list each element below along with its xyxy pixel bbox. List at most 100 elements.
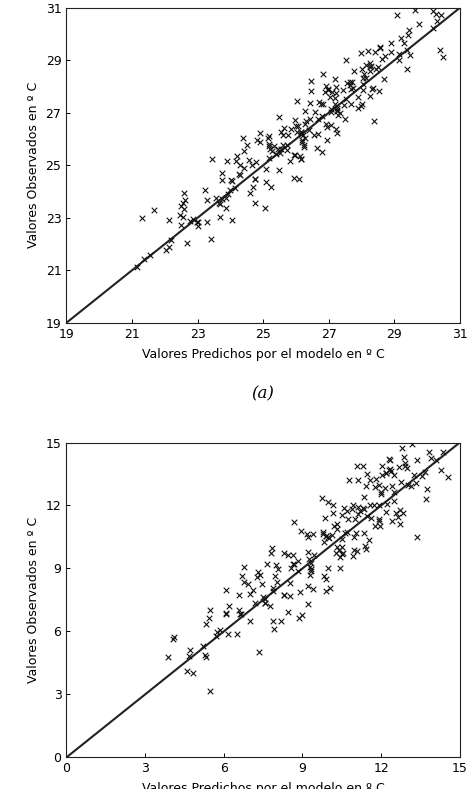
Point	[333, 518, 341, 531]
Point	[274, 563, 282, 575]
Point	[398, 32, 405, 44]
Point	[189, 212, 196, 225]
Point	[382, 466, 389, 479]
Point	[331, 519, 338, 532]
Point	[268, 144, 276, 157]
Point	[354, 102, 362, 114]
Point	[309, 582, 317, 595]
Point	[338, 540, 346, 553]
Point	[146, 249, 154, 261]
Point	[346, 79, 354, 92]
Point	[403, 63, 411, 76]
Point	[292, 120, 300, 133]
Point	[256, 569, 264, 581]
Point	[252, 173, 259, 185]
Point	[404, 28, 411, 41]
Point	[399, 507, 407, 519]
Point	[262, 593, 269, 606]
Point	[362, 543, 370, 555]
Point	[162, 244, 169, 256]
Point	[326, 532, 333, 544]
Point	[293, 125, 301, 138]
Point	[336, 550, 344, 563]
Point	[255, 566, 262, 578]
Point	[344, 77, 351, 89]
Point	[287, 562, 294, 574]
Point	[377, 488, 385, 500]
Point	[284, 128, 292, 140]
Point	[265, 137, 273, 150]
Point	[181, 203, 188, 215]
Point	[286, 577, 293, 589]
Point	[218, 193, 226, 205]
Point	[370, 115, 378, 128]
Point	[382, 466, 390, 479]
Point	[237, 608, 245, 620]
Point	[387, 465, 394, 477]
Point	[334, 105, 341, 118]
Point	[334, 126, 341, 139]
Point	[240, 144, 247, 157]
Point	[343, 526, 351, 539]
Point	[401, 460, 409, 473]
Point	[298, 608, 305, 621]
Point	[217, 198, 224, 211]
Point	[432, 454, 440, 467]
Point	[329, 499, 337, 511]
Point	[262, 176, 269, 189]
Point	[324, 562, 331, 574]
Point	[297, 525, 305, 537]
Point	[360, 526, 368, 539]
Point	[280, 129, 287, 141]
Point	[331, 98, 338, 110]
Point	[344, 513, 351, 525]
Point	[422, 492, 429, 505]
Point	[265, 140, 273, 152]
Point	[428, 451, 435, 464]
Point	[216, 623, 224, 636]
Point	[348, 503, 356, 515]
Point	[360, 502, 367, 514]
Point	[274, 143, 282, 155]
Point	[357, 47, 365, 59]
Point	[397, 477, 404, 489]
Point	[323, 121, 331, 133]
Point	[273, 148, 280, 161]
Point	[298, 125, 305, 138]
Point	[179, 196, 187, 209]
Point	[297, 152, 305, 165]
Point	[394, 510, 401, 523]
Point	[310, 129, 318, 141]
Point	[238, 570, 246, 583]
Point	[233, 149, 241, 162]
Point	[295, 612, 303, 625]
Point	[385, 464, 392, 477]
Point	[366, 90, 374, 103]
Point	[302, 115, 310, 128]
Point	[362, 479, 370, 492]
Point	[423, 483, 431, 495]
Point	[354, 460, 361, 473]
Point	[244, 139, 251, 151]
Point	[275, 111, 283, 124]
Point	[232, 181, 239, 194]
Point	[359, 72, 367, 84]
Point	[375, 512, 383, 525]
Point	[444, 471, 452, 484]
Point	[354, 473, 362, 486]
Point	[433, 15, 441, 28]
Point	[261, 201, 269, 214]
Point	[236, 589, 243, 601]
Point	[349, 82, 356, 95]
Point	[360, 503, 367, 515]
Point	[270, 140, 278, 152]
Point	[272, 559, 280, 571]
Point	[322, 530, 330, 543]
Point	[393, 9, 401, 21]
Point	[303, 527, 311, 540]
Point	[410, 469, 418, 481]
Text: (a): (a)	[252, 386, 274, 403]
Point	[355, 91, 362, 103]
Point	[306, 112, 314, 125]
Point	[334, 109, 341, 122]
